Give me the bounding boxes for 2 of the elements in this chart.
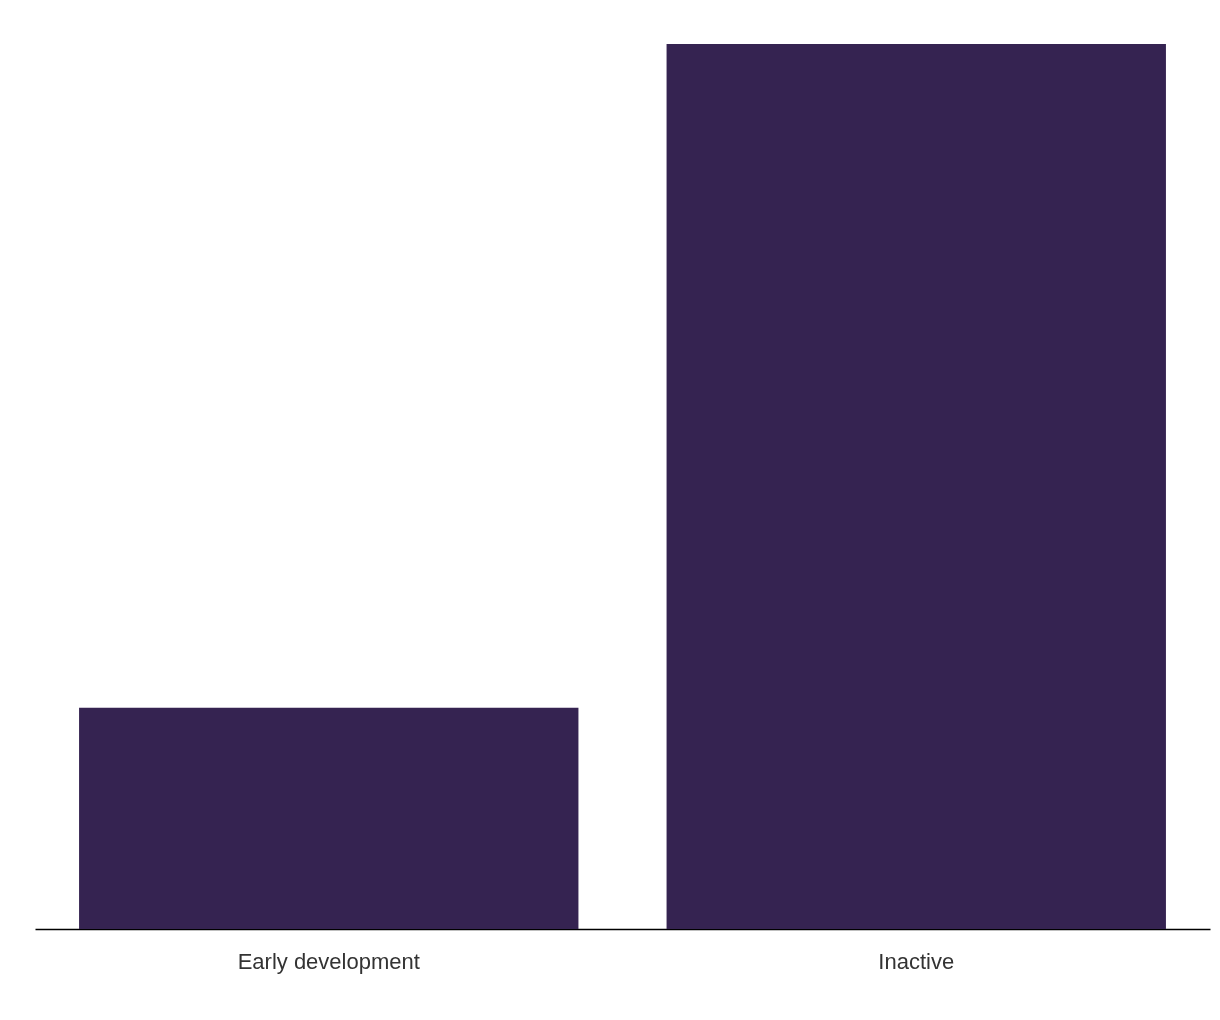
- x-tick-label: Early development: [237, 948, 420, 974]
- x-tick-label: Inactive: [878, 948, 955, 974]
